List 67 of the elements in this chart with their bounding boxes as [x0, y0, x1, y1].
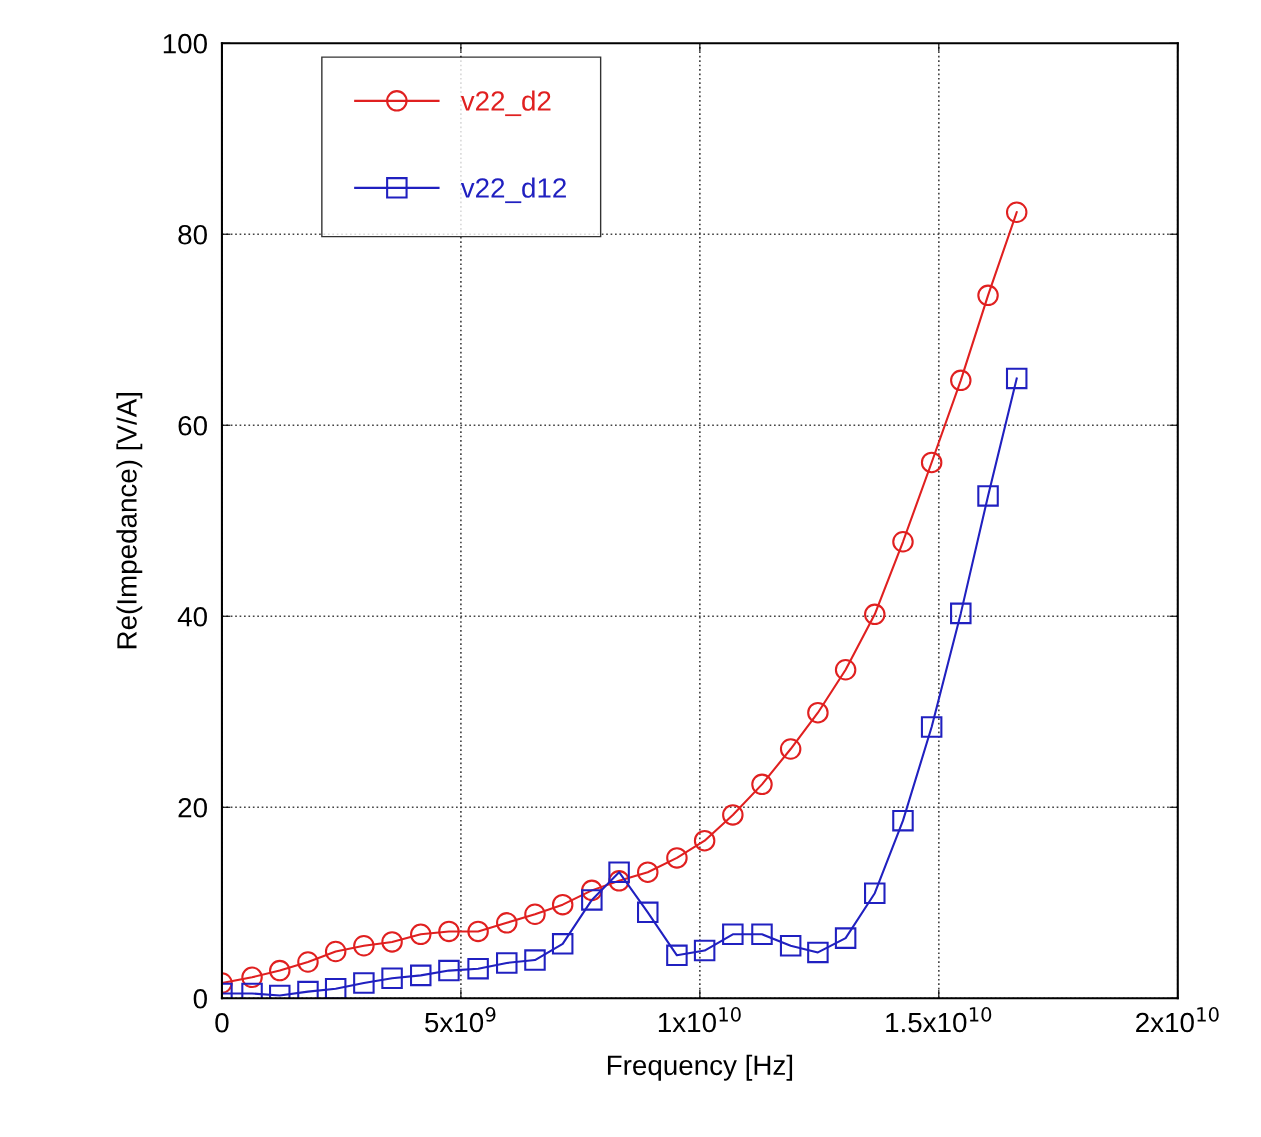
point: [467, 957, 489, 980]
x-tick-label: 1.5x10$^{10}$: [886, 1007, 992, 1033]
y-axis-title: Re(Impedance) [V/A]: [116, 393, 143, 649]
point: [381, 931, 403, 953]
x-tick-label: 0: [215, 1012, 229, 1033]
point: [779, 934, 802, 957]
point: [722, 804, 744, 826]
y-tick-label: 20: [178, 797, 207, 818]
point: [864, 882, 886, 904]
point: [950, 369, 972, 392]
point: [864, 603, 886, 626]
y-tick-label: 100: [163, 33, 207, 54]
point: [409, 923, 432, 946]
point: [353, 972, 375, 994]
point: [977, 485, 999, 507]
point: [1005, 367, 1028, 390]
point: [324, 940, 347, 963]
point: [496, 912, 518, 934]
point: [608, 870, 630, 892]
point: [581, 889, 603, 911]
point: [297, 951, 319, 973]
legend-label: v22_d12: [460, 177, 566, 204]
point: [381, 967, 403, 989]
y-tick-label: 80: [178, 224, 207, 245]
point: [467, 920, 489, 943]
x-tick-label: 1x10$^{10}$: [658, 1007, 741, 1033]
point: [1005, 201, 1028, 224]
point: [920, 451, 943, 474]
point: [438, 959, 460, 982]
point: [722, 923, 744, 946]
point: [551, 893, 574, 916]
point: [241, 966, 263, 989]
point: [807, 941, 829, 964]
point: [496, 952, 518, 974]
y-tick-label: 40: [177, 606, 207, 627]
x-axis-title: Frequency [Hz]: [607, 1054, 793, 1081]
x-tick-label: 5x10$^{9}$: [425, 1007, 496, 1033]
point: [581, 879, 603, 902]
point: [693, 939, 716, 962]
point: [834, 658, 857, 681]
point: [438, 920, 460, 943]
point: [693, 829, 716, 852]
legend-label: v22_d2: [460, 90, 551, 117]
point: [892, 531, 914, 553]
point: [409, 964, 432, 987]
point: [751, 923, 773, 946]
point: [977, 284, 999, 307]
point: [807, 701, 829, 724]
point: [524, 903, 546, 925]
point: [751, 773, 773, 796]
point: [920, 716, 943, 738]
point: [666, 847, 688, 869]
y-tick-label: 0: [193, 988, 207, 1009]
point: [353, 934, 375, 957]
point: [637, 861, 659, 883]
point: [551, 933, 574, 955]
point: [666, 944, 688, 967]
x-tick-label: 2x10$^{10}$: [1136, 1007, 1219, 1033]
point: [637, 901, 659, 924]
point: [524, 949, 546, 971]
point: [950, 602, 972, 625]
point: [892, 809, 914, 832]
point: [779, 738, 802, 760]
point: [608, 861, 630, 883]
point: [269, 959, 291, 982]
y-tick-label: 60: [178, 415, 207, 436]
point: [834, 927, 857, 949]
